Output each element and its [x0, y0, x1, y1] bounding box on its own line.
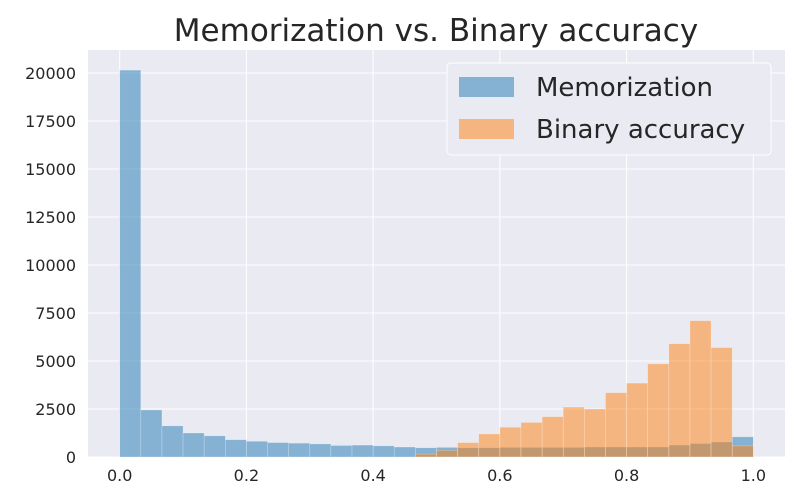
y-tick-label: 15000 — [25, 160, 76, 179]
bar — [457, 442, 480, 458]
y-tick-label: 17500 — [25, 112, 76, 131]
x-tick-label: 1.0 — [741, 466, 766, 485]
bar — [372, 445, 395, 458]
y-tick-label: 20000 — [25, 64, 76, 83]
bar — [710, 347, 733, 458]
series-binary-accuracy — [415, 320, 754, 458]
x-tick-label: 0.2 — [234, 466, 259, 485]
bar — [161, 425, 184, 458]
x-tick-label: 0.6 — [487, 466, 512, 485]
y-axis-ticks: 0 2500 5000 7500 10000 12500 15000 17500 20000 — [25, 64, 76, 467]
bar — [309, 443, 332, 458]
y-tick-label: 2500 — [35, 400, 76, 419]
y-tick-label: 12500 — [25, 208, 76, 227]
bar — [731, 445, 754, 458]
bar — [668, 343, 691, 458]
legend: Memorization Binary accuracy — [446, 62, 772, 156]
x-axis-ticks: 0.0 0.2 0.4 0.6 0.8 1.0 — [107, 466, 766, 485]
bar — [499, 426, 522, 458]
grid — [88, 50, 785, 458]
bar — [351, 444, 374, 458]
y-tick-label: 5000 — [35, 352, 76, 371]
bar — [182, 432, 205, 458]
y-tick-label: 10000 — [25, 256, 76, 275]
bar — [415, 453, 437, 458]
bar — [436, 449, 458, 458]
bar — [246, 440, 268, 458]
bar — [203, 435, 226, 458]
legend-swatch-binary-accuracy — [459, 119, 514, 139]
bar — [520, 422, 543, 458]
y-tick-label: 7500 — [35, 304, 76, 323]
x-tick-label: 0.8 — [614, 466, 639, 485]
bar — [119, 69, 142, 458]
chart-title: Memorization vs. Binary accuracy — [174, 13, 698, 49]
x-tick-label: 0.0 — [107, 466, 132, 485]
legend-label-binary-accuracy: Binary accuracy — [536, 115, 745, 145]
bar — [140, 409, 163, 458]
x-tick-label: 0.4 — [360, 466, 385, 485]
bar — [626, 382, 648, 458]
bar — [225, 439, 247, 458]
bar — [478, 433, 501, 458]
bar — [541, 416, 564, 458]
bar — [647, 363, 670, 458]
bar — [267, 442, 289, 458]
legend-frame — [446, 62, 772, 156]
bars — [119, 69, 754, 458]
bar — [605, 392, 627, 458]
bar — [562, 406, 585, 458]
bar — [330, 445, 353, 458]
bar — [393, 446, 416, 458]
y-tick-label: 0 — [66, 448, 76, 467]
legend-swatch-memorization — [459, 77, 514, 97]
legend-label-memorization: Memorization — [536, 73, 713, 103]
bar — [689, 320, 712, 458]
bar — [288, 442, 311, 458]
bar — [584, 408, 606, 458]
